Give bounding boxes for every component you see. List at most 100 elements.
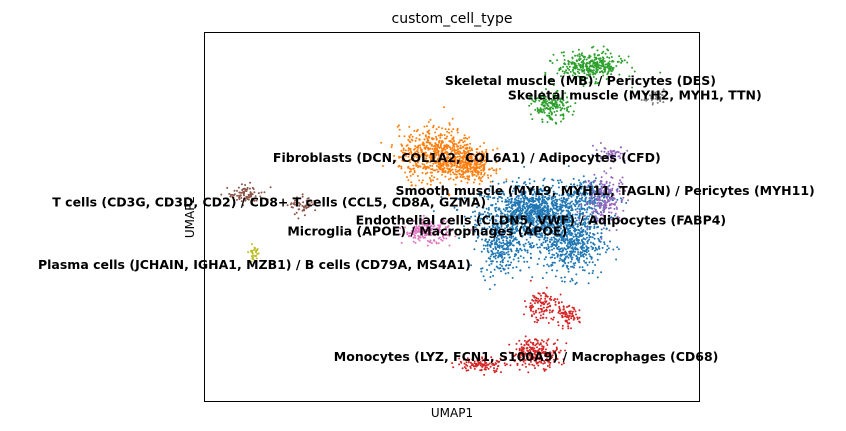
cell-point bbox=[452, 178, 455, 181]
cell-point bbox=[550, 317, 553, 320]
cell-point bbox=[500, 233, 503, 236]
cell-point bbox=[526, 249, 529, 252]
cell-point bbox=[431, 171, 433, 174]
cell-point bbox=[568, 312, 571, 315]
cell-point bbox=[548, 311, 551, 314]
cell-point bbox=[608, 207, 610, 210]
cell-point bbox=[437, 151, 440, 154]
cell-point bbox=[581, 229, 584, 232]
cell-point bbox=[548, 194, 551, 197]
cell-point bbox=[580, 66, 583, 69]
cell-point bbox=[559, 254, 562, 257]
cell-point bbox=[448, 153, 451, 156]
cell-point bbox=[472, 165, 475, 168]
cell-point bbox=[523, 195, 526, 198]
cell-point bbox=[507, 264, 510, 267]
cell-point bbox=[495, 168, 498, 171]
cell-point bbox=[518, 221, 521, 224]
cell-point bbox=[489, 365, 492, 368]
cell-point bbox=[578, 229, 581, 232]
cell-point bbox=[498, 253, 501, 256]
cell-point bbox=[542, 241, 545, 244]
cell-point bbox=[620, 146, 622, 149]
cell-point bbox=[553, 243, 556, 246]
cell-point bbox=[546, 191, 549, 193]
cell-point bbox=[487, 198, 490, 201]
cell-point bbox=[562, 224, 565, 227]
cell-point bbox=[594, 264, 597, 266]
cell-point bbox=[596, 54, 599, 57]
cell-point bbox=[557, 302, 560, 305]
cell-point bbox=[581, 266, 584, 269]
cell-point bbox=[478, 176, 481, 179]
cell-point bbox=[495, 219, 498, 222]
cell-point bbox=[659, 71, 662, 74]
cell-point bbox=[575, 244, 578, 247]
cell-point bbox=[435, 154, 437, 157]
cell-point bbox=[566, 101, 569, 103]
cell-point bbox=[505, 178, 508, 181]
cell-point bbox=[418, 138, 421, 141]
cell-point bbox=[519, 353, 521, 356]
cell-point bbox=[605, 197, 608, 200]
cell-point bbox=[441, 170, 444, 173]
cell-point bbox=[556, 235, 559, 238]
cell-point bbox=[582, 219, 585, 221]
cell-point bbox=[527, 343, 530, 346]
cell-point bbox=[556, 339, 559, 341]
cell-point bbox=[528, 363, 531, 366]
cell-point bbox=[499, 210, 502, 213]
cell-point bbox=[499, 260, 502, 263]
cell-point bbox=[576, 54, 579, 57]
cell-point bbox=[414, 145, 417, 148]
cell-point bbox=[417, 147, 419, 149]
cell-point bbox=[543, 228, 546, 231]
cell-point bbox=[570, 244, 573, 247]
cell-point bbox=[570, 183, 572, 186]
cell-point bbox=[578, 257, 581, 259]
cell-point bbox=[549, 297, 551, 300]
cell-point bbox=[542, 108, 545, 111]
cell-point bbox=[575, 255, 578, 258]
cell-point bbox=[414, 139, 417, 142]
cell-point bbox=[414, 151, 417, 154]
cell-point bbox=[542, 109, 545, 112]
cell-point bbox=[504, 272, 507, 275]
cell-point bbox=[473, 173, 476, 176]
cell-point bbox=[526, 214, 529, 217]
cell-point bbox=[424, 154, 427, 157]
cell-point bbox=[564, 232, 567, 235]
cell-point bbox=[459, 166, 462, 169]
cell-point bbox=[474, 168, 477, 171]
cell-point bbox=[537, 198, 540, 201]
cell-point bbox=[534, 299, 537, 302]
cell-point bbox=[251, 243, 253, 246]
cell-point bbox=[580, 227, 583, 230]
cell-point bbox=[542, 179, 545, 182]
cell-point bbox=[496, 251, 499, 254]
cell-point bbox=[581, 254, 584, 257]
cell-point bbox=[460, 160, 463, 163]
cell-point bbox=[604, 52, 607, 55]
cell-point bbox=[495, 215, 498, 218]
cell-point bbox=[513, 209, 516, 212]
cell-point bbox=[534, 108, 537, 111]
cell-point bbox=[582, 65, 585, 68]
cell-point bbox=[499, 263, 502, 266]
cell-point bbox=[578, 53, 581, 56]
cell-point bbox=[517, 204, 520, 207]
cell-point bbox=[507, 250, 510, 253]
cell-point bbox=[592, 190, 595, 192]
cell-point bbox=[538, 188, 540, 191]
cell-point bbox=[407, 179, 410, 182]
cell-point bbox=[562, 237, 565, 240]
cell-point bbox=[589, 187, 592, 190]
cell-point bbox=[529, 236, 532, 239]
cell-point bbox=[620, 199, 623, 202]
cell-point bbox=[448, 146, 451, 149]
cell-point bbox=[523, 248, 526, 251]
cell-point bbox=[303, 214, 306, 217]
cell-point bbox=[530, 309, 532, 312]
cell-point bbox=[541, 347, 544, 350]
cell-point bbox=[507, 203, 510, 206]
